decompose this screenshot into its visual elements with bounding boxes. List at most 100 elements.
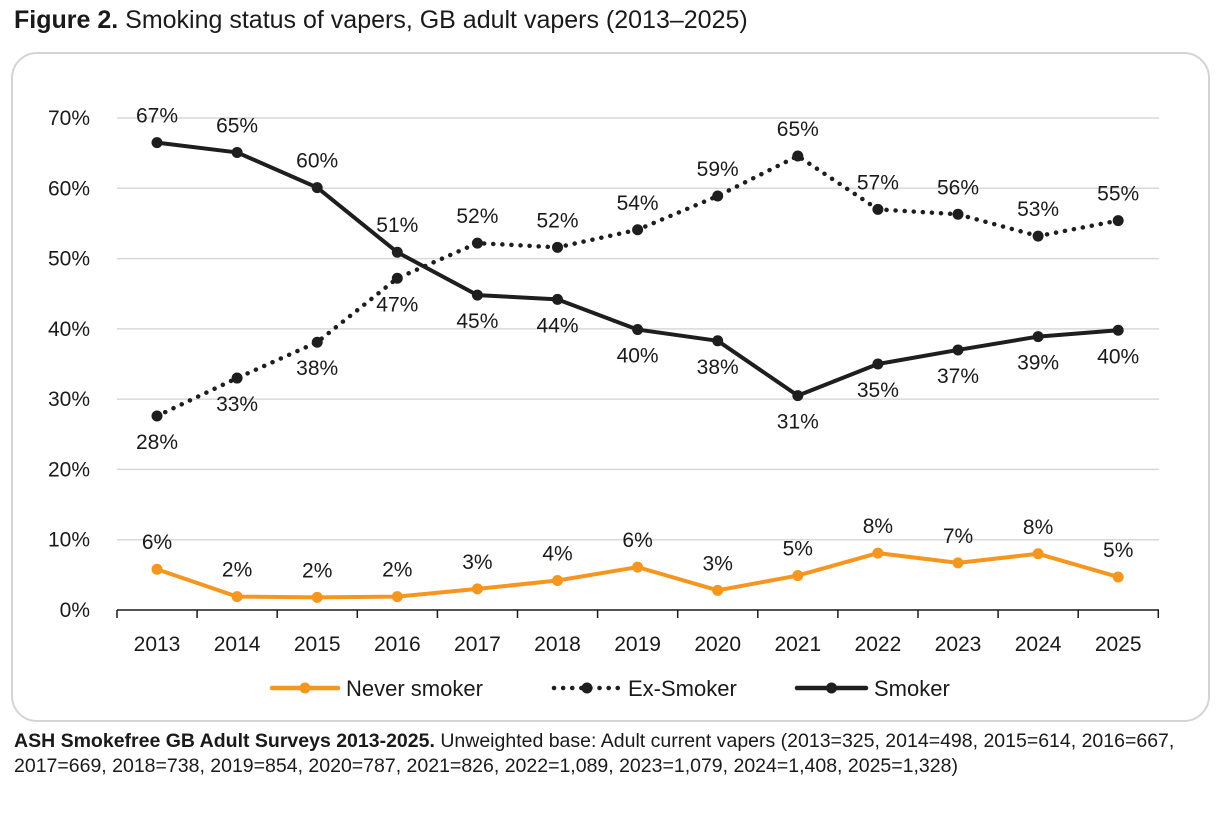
x-tick-label: 2017 (454, 633, 501, 656)
point-smoker (391, 246, 403, 258)
point-ex (1112, 215, 1124, 227)
point-ex (471, 237, 483, 249)
legend-label-ex: Ex-Smoker (628, 676, 737, 701)
x-tick-label: 2016 (374, 633, 421, 656)
y-tick-label: 0% (60, 599, 90, 622)
x-tick-label: 2014 (214, 633, 261, 656)
point-never (151, 563, 163, 575)
data-label-never: 5% (1103, 539, 1133, 562)
data-label-smoker: 44% (536, 314, 578, 337)
source-label: ASH Smokefree GB Adult Surveys 2013-2025… (14, 730, 435, 752)
point-never (1032, 548, 1044, 560)
point-ex (952, 208, 964, 220)
point-smoker (872, 358, 884, 370)
point-ex (712, 190, 724, 202)
x-tick-label: 2020 (694, 633, 741, 656)
data-label-smoker: 40% (617, 345, 659, 368)
y-axis-ticks: 0% 10% 20% 30% 40% 50% 60% 70% (48, 107, 90, 622)
point-never (952, 557, 964, 569)
legend-marker-smoker (826, 682, 837, 694)
y-tick-label: 50% (48, 248, 90, 271)
y-tick-label: 40% (48, 318, 90, 341)
data-label-smoker: 67% (136, 105, 178, 128)
data-label-ex: 55% (1097, 183, 1139, 206)
point-never (471, 583, 483, 595)
data-label-ex: 52% (456, 205, 498, 228)
data-label-smoker: 40% (1097, 345, 1139, 368)
point-ex (311, 336, 323, 348)
data-label-smoker: 35% (857, 379, 899, 402)
point-smoker (1032, 331, 1044, 343)
x-tick-label: 2015 (294, 633, 341, 656)
source-note: ASH Smokefree GB Adult Surveys 2013-2025… (14, 729, 1204, 779)
data-label-ex: 53% (1017, 198, 1059, 221)
point-ex (391, 272, 403, 284)
point-smoker (1112, 324, 1124, 336)
point-ex (552, 241, 563, 253)
point-never (632, 561, 644, 573)
x-tick-label: 2023 (935, 633, 982, 656)
legend-label-smoker: Smoker (874, 676, 950, 701)
data-label-ex: 57% (857, 171, 899, 194)
data-label-never: 2% (222, 559, 252, 582)
data-label-never: 6% (622, 529, 652, 552)
data-label-smoker: 39% (1017, 352, 1059, 375)
legend-marker-never (299, 682, 311, 694)
data-label-never: 4% (542, 542, 572, 565)
x-tick-label: 2019 (614, 633, 661, 656)
series-points (151, 137, 1124, 603)
data-label-never: 3% (703, 552, 733, 575)
data-label-never: 3% (462, 551, 492, 574)
data-label-never: 7% (943, 525, 973, 548)
y-tick-label: 70% (48, 107, 90, 130)
point-smoker (632, 324, 644, 336)
point-never (231, 591, 243, 603)
source-text: Unweighted base: Adult current vapers (2… (14, 730, 1175, 777)
data-label-ex: 65% (777, 118, 819, 141)
x-axis: 2013 2014 2015 2016 2017 2018 2019 2020 2021 2022… (116, 609, 1160, 656)
data-label-ex: 38% (296, 357, 338, 380)
figure-title: Figure 2. Smoking status of vapers, GB a… (14, 6, 748, 35)
x-tick-label: 2013 (134, 633, 181, 656)
data-label-never: 6% (142, 531, 172, 554)
data-label-never: 8% (1023, 516, 1053, 539)
point-smoker (311, 182, 323, 194)
data-label-smoker: 31% (777, 411, 819, 434)
point-never (872, 547, 884, 559)
legend: Never smoker Ex-Smoker Smoker (269, 676, 950, 701)
x-tick-label: 2025 (1095, 633, 1142, 656)
y-tick-label: 60% (48, 177, 90, 200)
point-ex (231, 372, 243, 384)
point-never (792, 570, 804, 582)
point-smoker (231, 146, 243, 158)
x-tick-label: 2022 (855, 633, 902, 656)
data-label-smoker: 37% (937, 365, 979, 388)
y-tick-label: 10% (48, 529, 90, 552)
data-label-smoker: 38% (697, 356, 739, 379)
y-tick-label: 20% (48, 458, 90, 481)
data-label-never: 5% (783, 538, 813, 561)
data-label-ex: 59% (697, 158, 739, 181)
point-smoker (552, 293, 563, 305)
data-label-smoker: 45% (456, 310, 498, 333)
data-label-smoker: 51% (376, 214, 418, 237)
data-label-ex: 54% (617, 192, 659, 215)
data-label-smoker: 65% (216, 114, 258, 137)
data-label-never: 8% (863, 515, 893, 538)
data-label-ex: 52% (536, 209, 578, 232)
point-smoker (712, 335, 724, 347)
point-never (391, 591, 403, 603)
point-ex (151, 410, 163, 422)
data-label-ex: 28% (136, 431, 178, 454)
y-tick-label: 30% (48, 388, 90, 411)
x-tick-label: 2018 (534, 633, 581, 656)
legend-marker-ex (581, 682, 593, 694)
point-smoker (792, 390, 804, 402)
point-smoker (471, 289, 483, 301)
figure-title-text: Smoking status of vapers, GB adult vaper… (125, 6, 748, 34)
point-ex (632, 224, 644, 236)
data-label-smoker: 60% (296, 150, 338, 173)
point-ex (872, 203, 884, 215)
point-ex (792, 150, 804, 162)
